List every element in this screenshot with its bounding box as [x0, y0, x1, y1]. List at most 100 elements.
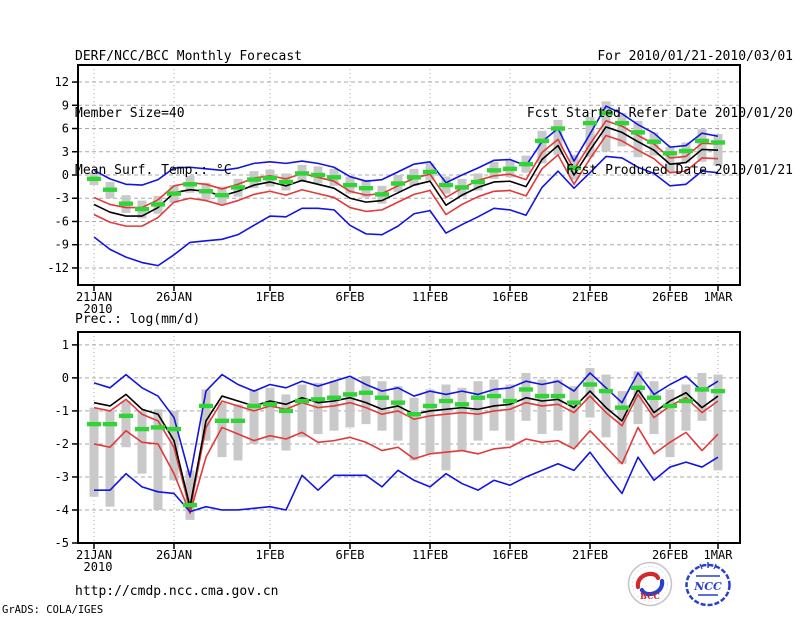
spread-bar — [697, 129, 707, 162]
ensemble-max-line — [93, 372, 719, 478]
observation-dash — [359, 390, 373, 395]
observation-dash — [167, 426, 181, 432]
spread-bar — [297, 384, 307, 438]
spread-bar — [265, 387, 275, 441]
svg-text:21JAN: 21JAN — [76, 290, 112, 304]
spread-bar — [233, 404, 243, 461]
spread-bar — [697, 372, 707, 421]
spread-bar — [457, 387, 467, 451]
page-title: DERF/NCC/BCC Monthly Forecast — [75, 49, 302, 64]
spread-bar — [201, 389, 211, 441]
svg-text:16FEB: 16FEB — [492, 548, 528, 562]
observation-dash — [423, 403, 437, 409]
observation-dash — [439, 398, 453, 404]
observation-dash — [711, 388, 725, 394]
spread-bar — [185, 470, 195, 520]
observation-dash — [599, 388, 613, 394]
svg-text:6: 6 — [62, 122, 69, 136]
produced-date-label: Fcst Produced Date 2010/01/21 — [566, 163, 793, 178]
temperature-chart-title: Mean Surf. Temp.: °C — [75, 163, 232, 178]
spread-bar — [153, 409, 163, 510]
svg-text:16FEB: 16FEB — [492, 290, 528, 304]
observation-dash — [615, 405, 629, 410]
svg-text:26FEB: 26FEB — [652, 548, 688, 562]
refer-date-label: Fcst Started Refer Date 2010/01/20 — [526, 106, 793, 121]
spread-bar — [89, 407, 99, 497]
forecast-period-label: For 2010/01/21-2010/03/01 — [597, 49, 793, 64]
observation-dash — [535, 138, 549, 144]
svg-text:11FEB: 11FEB — [412, 548, 448, 562]
svg-text:12: 12 — [55, 75, 69, 89]
spread-bar — [249, 389, 259, 444]
precipitation-chart-title: Prec.: log(mm/d) — [75, 312, 201, 327]
spread-bar — [313, 382, 323, 435]
svg-text:0: 0 — [62, 371, 69, 385]
observation-dash — [615, 120, 629, 126]
observation-dash — [407, 412, 421, 417]
observation-dash — [647, 139, 661, 144]
svg-text:2010: 2010 — [84, 302, 113, 316]
spread-bar — [473, 381, 483, 441]
svg-text:-9: -9 — [55, 238, 69, 252]
observation-dash — [631, 385, 645, 391]
svg-text:-2: -2 — [55, 437, 69, 451]
bcc-logo: BCC — [627, 561, 673, 607]
observation-dash — [199, 189, 213, 194]
spread-bar — [569, 386, 579, 448]
observation-dash — [487, 393, 501, 399]
observation-dash — [183, 182, 197, 187]
ncc-logo: NCC — [685, 562, 731, 607]
observation-dash — [231, 418, 245, 424]
precipitation-plot-frame — [77, 331, 741, 544]
observation-dash — [599, 110, 613, 116]
spread-bar — [377, 381, 387, 431]
observation-dash — [327, 175, 341, 180]
observation-dash — [439, 182, 453, 188]
source-url: http://cmdp.ncc.cma.gov.cn — [75, 584, 279, 599]
spread-bar — [537, 379, 547, 435]
header-right: For 2010/01/21-2010/03/01 Fcst Started R… — [527, 9, 793, 218]
observation-dash — [519, 161, 533, 167]
observation-dash — [295, 398, 309, 404]
spread-bar — [217, 402, 227, 458]
svg-text:-12: -12 — [47, 261, 69, 275]
spread-bar — [121, 401, 131, 448]
spread-bar — [441, 384, 451, 471]
observation-dash — [135, 426, 149, 432]
svg-text:1MAR: 1MAR — [704, 290, 734, 304]
spread-bar — [281, 394, 291, 451]
ensemble-mean-line — [93, 126, 719, 217]
svg-text:3: 3 — [62, 145, 69, 159]
spread-bar — [425, 389, 435, 454]
observation-dash — [695, 387, 709, 392]
spread-bar — [553, 120, 563, 155]
observation-dash — [167, 191, 181, 196]
observation-dash — [567, 400, 581, 405]
observation-dash — [647, 395, 661, 400]
observation-dash — [471, 179, 485, 185]
observation-dash — [503, 398, 517, 404]
bcc-blue-swirl — [639, 578, 665, 597]
observation-dash — [679, 148, 693, 154]
svg-text:1: 1 — [62, 338, 69, 352]
upper-quartile-line — [93, 393, 719, 511]
observation-dash — [151, 202, 165, 207]
svg-text:-1: -1 — [55, 404, 69, 418]
observation-dash — [503, 166, 517, 172]
observation-dash — [375, 395, 389, 400]
observation-dash — [407, 175, 421, 180]
observation-dash — [391, 400, 405, 405]
svg-text:-5: -5 — [55, 536, 69, 550]
bcc-logo-label: BCC — [640, 591, 660, 601]
spread-bar — [585, 116, 595, 158]
observation-dash — [119, 413, 133, 419]
observation-dash — [535, 393, 549, 399]
upper-quartile-line — [93, 119, 719, 209]
header-left: DERF/NCC/BCC Monthly Forecast Member Siz… — [75, 9, 302, 218]
svg-text:1FEB: 1FEB — [256, 548, 285, 562]
spread-bar — [617, 391, 627, 464]
ensemble-max-line — [93, 105, 719, 186]
observation-dash — [631, 130, 645, 135]
observation-dash — [455, 185, 469, 190]
